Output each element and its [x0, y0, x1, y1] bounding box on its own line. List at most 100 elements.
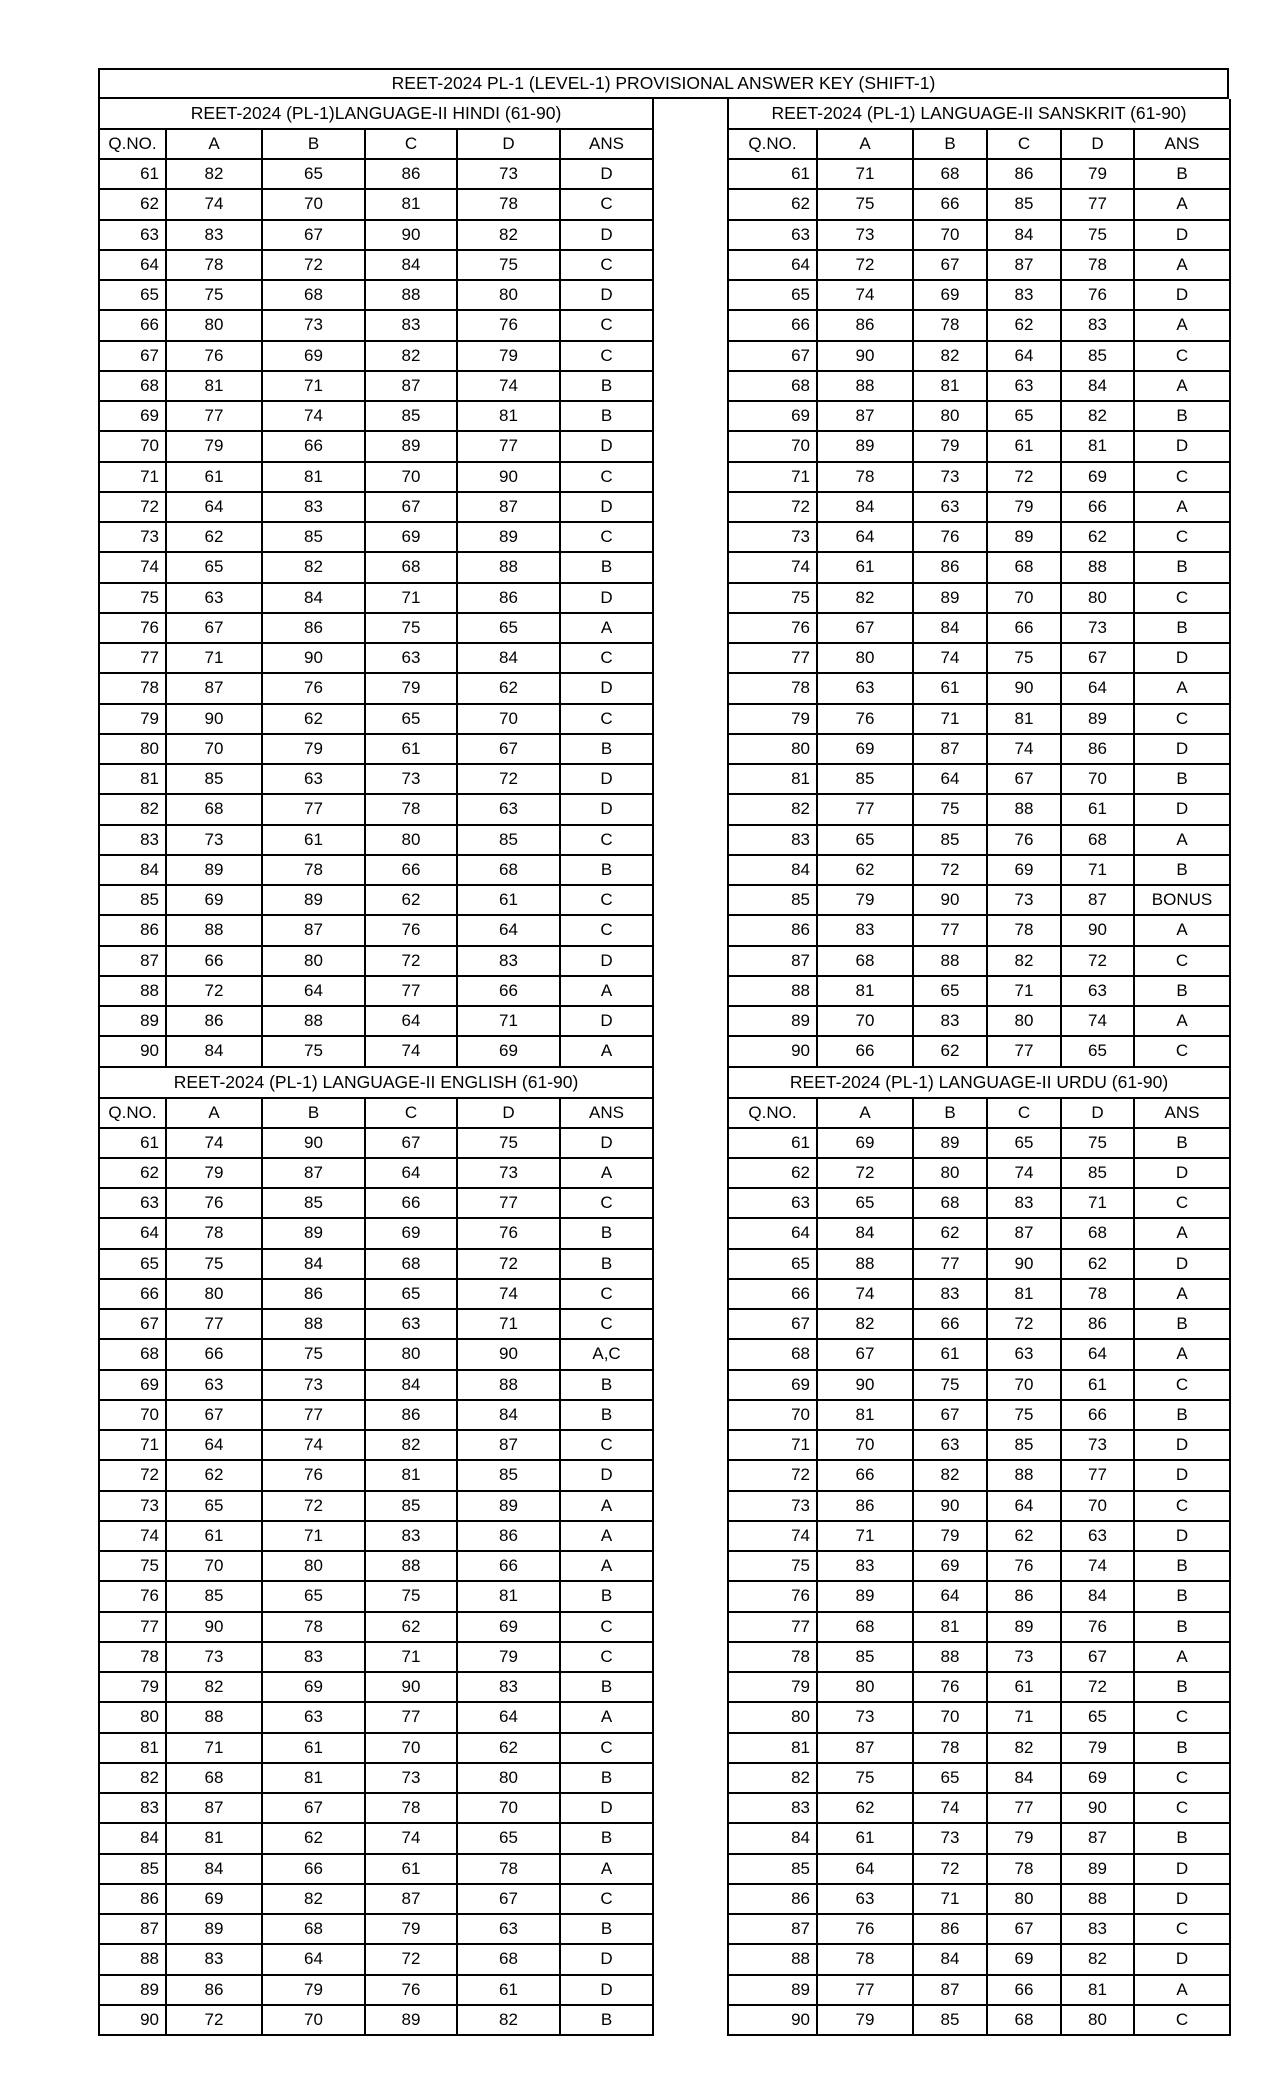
qno-cell: 61 [727, 159, 818, 191]
option-a-cell: 63 [165, 581, 263, 614]
option-a-cell: 89 [165, 853, 263, 887]
option-b-cell: 80 [261, 944, 366, 977]
option-d-cell: 83 [456, 1670, 561, 1704]
answer-row: 87 66 80 72 83 D [98, 944, 655, 977]
answer-row: 65 74 69 83 76 D [727, 278, 1232, 312]
option-b-cell: 79 [912, 430, 988, 463]
option-d-cell: 77 [456, 430, 561, 463]
option-d-cell: 82 [1060, 1943, 1135, 1976]
option-c-cell: 68 [986, 551, 1062, 584]
option-c-cell: 76 [986, 823, 1062, 856]
option-b-cell: 87 [261, 1156, 366, 1190]
option-a-cell: 79 [165, 1156, 263, 1190]
option-d-cell: 73 [1060, 1428, 1135, 1462]
answer-row: 76 67 84 66 73 B [727, 611, 1232, 645]
option-b-cell: 81 [261, 1761, 366, 1795]
answer-cell: D [1132, 793, 1232, 826]
qno-cell: 74 [727, 551, 818, 584]
qno-cell: 72 [727, 490, 818, 524]
answer-cell: C [558, 1610, 655, 1643]
option-a-cell: 61 [165, 460, 263, 493]
option-b-cell: 70 [912, 1701, 988, 1734]
qno-cell: 63 [727, 1186, 818, 1220]
answer-row: 86 69 82 87 67 C [98, 1882, 655, 1916]
option-d-cell: 72 [1060, 944, 1135, 977]
option-d-cell: 66 [1060, 1398, 1135, 1432]
option-b-cell: 62 [261, 702, 366, 735]
qno-cell: 78 [727, 672, 818, 705]
option-a-cell: 77 [816, 1973, 914, 2006]
answer-row: 79 76 71 81 89 C [727, 702, 1232, 735]
answer-cell: A [1132, 309, 1232, 342]
qno-cell: 78 [98, 672, 167, 705]
option-b-cell: 73 [261, 1368, 366, 1401]
qno-cell: 88 [727, 974, 818, 1008]
option-d-cell: 61 [456, 883, 561, 917]
answer-row: 80 73 70 71 65 C [727, 1701, 1232, 1734]
option-a-cell: 88 [165, 914, 263, 947]
answer-cell: B [1132, 974, 1232, 1008]
option-a-cell: 72 [816, 1156, 914, 1190]
option-c-cell: 72 [986, 460, 1062, 493]
option-a-cell: 83 [165, 218, 263, 251]
answer-cell: A [1132, 369, 1232, 403]
option-a-cell: 67 [816, 611, 914, 645]
option-d-cell: 71 [1060, 1186, 1135, 1220]
answer-row: 79 80 76 61 72 B [727, 1670, 1232, 1704]
option-d-cell: 86 [456, 1519, 561, 1553]
option-a-cell: 87 [165, 672, 263, 705]
option-a-cell: 83 [165, 1943, 263, 1976]
option-c-cell: 82 [986, 1731, 1062, 1764]
option-c-cell: 70 [986, 581, 1062, 614]
answer-row: 67 76 69 82 79 C [98, 339, 655, 372]
qno-cell: 87 [727, 944, 818, 977]
option-a-cell: 69 [816, 732, 914, 766]
option-b-cell: 90 [261, 641, 366, 675]
answer-cell: B [558, 369, 655, 403]
option-c-cell: 90 [986, 1247, 1062, 1280]
option-d-cell: 77 [456, 1186, 561, 1220]
option-d-cell: 89 [456, 520, 561, 554]
answer-row: 75 63 84 71 86 D [98, 581, 655, 614]
option-b-cell: 71 [261, 369, 366, 403]
answer-cell: C [1132, 520, 1232, 554]
option-b-cell: 75 [261, 1035, 366, 1068]
qno-cell: 89 [727, 1004, 818, 1038]
qno-cell: 85 [98, 883, 167, 917]
option-d-cell: 78 [456, 188, 561, 221]
qno-cell: 61 [98, 159, 167, 191]
option-b-cell: 82 [912, 339, 988, 372]
option-d-cell: 76 [456, 1217, 561, 1250]
option-a-cell: 66 [165, 1338, 263, 1371]
answer-cell: D [558, 1004, 655, 1038]
option-a-cell: 74 [816, 278, 914, 312]
table-subject-header: REET-2024 (PL-1)LANGUAGE-II HINDI (61-90… [97, 99, 655, 130]
answer-row: 73 64 76 89 62 C [727, 520, 1232, 554]
option-d-column-header: D [1060, 128, 1135, 160]
answer-row: 89 77 87 66 81 A [727, 1973, 1232, 2006]
qno-cell: 65 [727, 278, 818, 312]
answer-row: 70 89 79 61 81 D [727, 430, 1232, 463]
option-a-cell: 85 [816, 1640, 914, 1674]
option-d-cell: 80 [1060, 2003, 1135, 2037]
qno-cell: 86 [727, 914, 818, 947]
option-a-cell: 83 [816, 1549, 914, 1583]
answer-row: 85 84 66 61 78 A [98, 1852, 655, 1885]
option-b-cell: 71 [912, 1882, 988, 1916]
option-a-cell: 80 [165, 1277, 263, 1311]
option-b-cell: 80 [912, 1156, 988, 1190]
option-a-cell: 68 [165, 793, 263, 826]
answer-row: 72 84 63 79 66 A [727, 490, 1232, 524]
qno-cell: 83 [727, 823, 818, 856]
answer-row: 83 87 67 78 70 D [98, 1791, 655, 1825]
qno-cell: 87 [727, 1912, 818, 1946]
option-a-cell: 86 [816, 309, 914, 342]
option-b-cell: 88 [912, 944, 988, 977]
answer-row: 89 86 79 76 61 D [98, 1973, 655, 2006]
option-a-cell: 71 [165, 1731, 263, 1764]
option-a-cell: 89 [816, 430, 914, 463]
option-c-cell: 62 [364, 1610, 458, 1643]
option-c-cell: 78 [364, 1791, 458, 1825]
answer-row: 82 75 65 84 69 C [727, 1761, 1232, 1795]
qno-cell: 88 [727, 1943, 818, 1976]
